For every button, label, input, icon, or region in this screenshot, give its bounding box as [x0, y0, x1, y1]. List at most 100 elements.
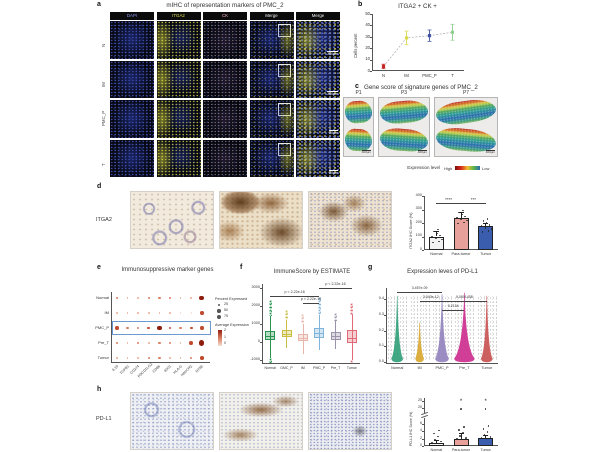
y-tickmark: [370, 14, 372, 15]
ihc-image: [130, 191, 214, 249]
x-category-label: PMC_P: [430, 367, 454, 371]
scale-bar: 200μm: [327, 91, 338, 97]
y-tickmark: [422, 250, 424, 251]
micro-image: 20μm: [296, 100, 340, 138]
micro-image: 200μm: [296, 21, 340, 59]
data-point: [460, 219, 462, 221]
panel-b-label: b: [358, 1, 362, 8]
gene-label: HLA-G: [169, 365, 183, 379]
data-point: [464, 216, 466, 218]
box: [298, 334, 308, 341]
micro-image: [157, 100, 201, 138]
y-tick-label: 400: [410, 194, 422, 198]
y-tickmark: [422, 431, 424, 432]
bar: [478, 226, 493, 250]
expression-dot: [158, 342, 160, 344]
y-tickmark: [370, 25, 372, 26]
y-tick-label: 25: [412, 399, 422, 403]
x-category-label: Para-tumor: [448, 253, 474, 257]
data-point: [435, 238, 437, 240]
y-tick-label: 2000: [246, 304, 260, 308]
plot-frame: [262, 284, 360, 364]
data-point: [491, 228, 493, 230]
axis-break-mark: [421, 412, 428, 415]
y-tick-label: 20: [412, 406, 422, 410]
sig-label: 3.457e-09: [398, 287, 442, 291]
bar: [478, 438, 493, 446]
expression-dot: [137, 342, 139, 344]
micro-image: [203, 100, 247, 138]
y-tickmark: [260, 342, 262, 343]
y-tickmark: [422, 446, 424, 447]
error-whisker: [485, 223, 486, 226]
expression-dot: [127, 342, 129, 344]
y-tickmark: [384, 315, 386, 316]
micro-image: [203, 21, 247, 59]
legend-color-label: 0: [224, 342, 226, 346]
x-category-label: Normal: [423, 253, 449, 257]
y-tick-label: 0: [357, 69, 370, 73]
y-tickmark: [422, 401, 424, 402]
x-category-label: IM: [396, 74, 418, 78]
gene-label: PDCD1LG2: [137, 365, 151, 379]
panel-b-ylabel: Cells percent: [353, 34, 358, 58]
data-point: [441, 239, 443, 241]
legend-color-label: 2: [224, 329, 226, 333]
y-tick-label: 4: [412, 429, 422, 433]
scale-bar: 200μm: [327, 51, 338, 57]
data-point: [481, 437, 483, 439]
panel-a-label: a: [97, 1, 101, 8]
gene-label: IDO1: [159, 365, 173, 379]
x-category-label: N: [373, 74, 395, 78]
y-tick-label: 30: [357, 35, 370, 39]
y-tick-label: 3000: [246, 286, 260, 290]
panel-d-label: d: [97, 183, 101, 190]
outlier-dots: [269, 300, 272, 316]
expression-dot: [137, 327, 139, 329]
sig-label: p < 2.22e-16: [273, 291, 317, 295]
data-point: [488, 425, 490, 427]
error-whisker: [436, 231, 437, 236]
column-header-merge: Merge: [296, 12, 340, 20]
panel-a-title: mIHC of representation markers of PMC_2: [110, 2, 340, 9]
x-axis: [111, 362, 210, 363]
ihc-image: [308, 392, 392, 450]
panel-g-title: Expression leves of PD-L1: [390, 269, 495, 275]
spatial-map: 400μm: [434, 97, 498, 157]
expression-dot: [157, 326, 161, 330]
y-tickmark: [260, 288, 262, 289]
sig-line: [461, 203, 486, 204]
error-cap: [483, 223, 488, 224]
inset-box: [278, 143, 291, 156]
y-tickmark: [384, 331, 386, 332]
scale-bar: 400μm: [486, 150, 495, 155]
micro-image: [250, 100, 294, 138]
y-tickmark: [422, 439, 424, 440]
bar: [429, 443, 444, 446]
data-point: [433, 231, 435, 233]
data-point: [431, 442, 433, 444]
data-point: [488, 230, 490, 232]
outlier-dots: [285, 310, 288, 320]
data-point: [466, 220, 468, 222]
y-tick-label: 0: [246, 340, 260, 344]
whisker: [270, 316, 271, 358]
y-tick-label: 0.0: [373, 360, 384, 364]
x-category-label: Para-tumor: [448, 449, 474, 452]
expression-dot: [127, 357, 129, 359]
micro-image: [250, 21, 294, 59]
panel-h-ylabel: PD-L1 IHC Score (%): [409, 412, 413, 446]
panel-h-label: h: [97, 386, 101, 393]
data-point: [434, 439, 436, 441]
plot-frame: [424, 398, 498, 446]
y-tick-label: 2: [412, 437, 422, 441]
y-tick-label: 0: [412, 444, 422, 448]
outlier-point: [485, 408, 487, 410]
panel-d-ylabel: ITGA2 IHC Score (%): [409, 213, 413, 250]
row-label: Tumor: [89, 356, 109, 360]
expression-dot: [200, 311, 204, 315]
